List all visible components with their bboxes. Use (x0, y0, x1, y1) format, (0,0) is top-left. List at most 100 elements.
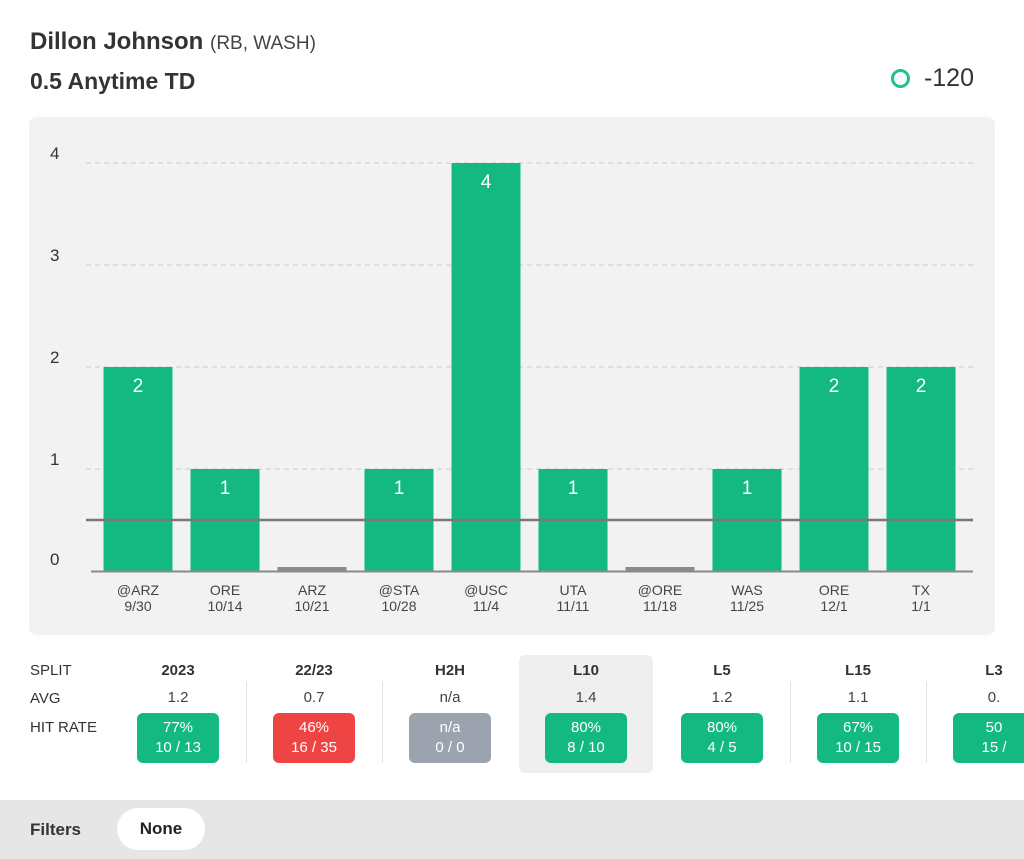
hit-rate-record: 4 / 5 (707, 739, 737, 756)
split-column-l15[interactable]: L15 1.1 67% 10 / 15 (791, 655, 925, 773)
split-avg: 1.2 (167, 689, 189, 706)
y-tick-label: 0 (50, 550, 59, 569)
x-tick-date: 10/28 (381, 598, 416, 614)
column-divider (382, 681, 383, 763)
column-divider (926, 681, 927, 763)
x-tick-opponent: WAS (731, 582, 762, 598)
hit-rate-badge: 80% 4 / 5 (681, 713, 763, 763)
hit-rate-percent: 80% (706, 719, 738, 736)
x-tick-opponent: ORE (819, 582, 849, 598)
hit-rate-percent: n/a (439, 719, 461, 736)
split-avg: 0.7 (303, 689, 325, 706)
split-column-2023[interactable]: 2023 1.2 77% 10 / 13 (111, 655, 245, 773)
bar-chart: 012342@ARZ9/301ORE10/14ARZ10/211@STA10/2… (50, 144, 973, 614)
x-tick-opponent: TX (912, 582, 931, 598)
x-tick-opponent: ORE (210, 582, 240, 598)
split-name: L15 (845, 662, 871, 679)
bar-value-label: 4 (481, 172, 492, 193)
x-tick-date: 1/1 (911, 598, 931, 614)
bar-value-label: 1 (568, 478, 579, 499)
split-avg: 1.4 (575, 689, 597, 706)
x-tick-date: 10/14 (207, 598, 242, 614)
split-column-l10[interactable]: L10 1.4 80% 8 / 10 (519, 655, 653, 773)
x-tick-date: 11/4 (473, 598, 499, 614)
split-column-22-23[interactable]: 22/23 0.7 46% 16 / 35 (247, 655, 381, 773)
hit-rate-percent: 80% (570, 719, 602, 736)
y-tick-label: 2 (50, 348, 59, 367)
hit-rate-percent: 67% (842, 719, 874, 736)
hit-rate-record: 16 / 35 (291, 739, 337, 756)
hit-rate-badge: 77% 10 / 13 (137, 713, 219, 763)
y-tick-label: 1 (50, 450, 59, 469)
bar-value-label: 1 (394, 478, 405, 499)
prop-title: 0.5 Anytime TD (30, 68, 196, 94)
split-avg: 1.1 (847, 689, 869, 706)
x-tick-opponent: ARZ (298, 582, 326, 598)
x-tick-date: 9/30 (124, 598, 151, 614)
x-tick-date: 11/11 (557, 598, 590, 614)
prop-header: Dillon Johnson (RB, WASH) 0.5 Anytime TD (30, 28, 974, 95)
x-tick-date: 11/18 (643, 598, 677, 614)
split-avg: n/a (439, 689, 461, 706)
bar-value-label: 1 (742, 478, 753, 499)
bar-zero[interactable] (625, 567, 695, 571)
y-tick-label: 3 (50, 246, 59, 265)
hit-rate-record: 15 / (981, 739, 1007, 756)
split-name: L10 (573, 662, 599, 679)
row-label-avg: AVG (30, 690, 61, 707)
hit-rate-percent: 46% (298, 719, 330, 736)
x-tick-date: 11/25 (730, 598, 764, 614)
bar-value-label: 1 (220, 478, 231, 499)
bar[interactable] (451, 163, 521, 571)
split-name: 22/23 (295, 662, 333, 679)
hit-rate-record: 10 / 13 (155, 739, 201, 756)
odds-display[interactable]: -120 (890, 64, 974, 93)
column-divider (790, 681, 791, 763)
bar[interactable] (799, 367, 869, 571)
split-column-l3[interactable]: L3 0. 50 15 / (927, 655, 1024, 773)
bar[interactable] (886, 367, 956, 571)
split-name: L3 (985, 662, 1003, 679)
split-avg: 1.2 (711, 689, 733, 706)
split-column-h2h[interactable]: H2H n/a n/a 0 / 0 (383, 655, 517, 773)
hit-rate-badge: 80% 8 / 10 (545, 713, 627, 763)
filters-none-button[interactable]: None (117, 808, 205, 850)
x-tick-opponent: UTA (560, 582, 588, 598)
bar-zero[interactable] (277, 567, 347, 571)
bar-value-label: 2 (133, 376, 144, 397)
x-tick-opponent: @ORE (638, 582, 683, 598)
odds-value: -120 (923, 64, 974, 92)
split-name: L5 (713, 662, 731, 679)
player-name: Dillon Johnson (30, 28, 204, 55)
hit-rate-badge: 46% 16 / 35 (273, 713, 355, 763)
bar[interactable] (103, 367, 173, 571)
row-label-split: SPLIT (30, 662, 72, 679)
row-label-hit-rate: HIT RATE (30, 719, 97, 736)
filters-label: Filters (30, 820, 82, 839)
bar-value-label: 2 (916, 376, 927, 397)
filters-bar: Filters None (0, 800, 1024, 859)
split-name: 2023 (161, 662, 195, 679)
odds-status-icon (890, 69, 910, 88)
hit-rate-record: 10 / 15 (835, 739, 881, 756)
player-title: Dillon Johnson (RB, WASH) (30, 28, 974, 56)
x-tick-opponent: @ARZ (117, 582, 160, 598)
x-tick-opponent: @USC (464, 582, 508, 598)
x-tick-date: 12/1 (820, 598, 847, 614)
split-avg: 0. (987, 689, 1001, 706)
column-divider (246, 681, 247, 763)
hit-rate-percent: 50 (985, 719, 1003, 736)
hit-rate-badge: n/a 0 / 0 (409, 713, 491, 763)
y-tick-label: 4 (50, 144, 59, 163)
game-log-chart: 0 1 2 3 4 2 @ARZ 9/30 1 ORE 10/14 ARZ 10/21 1 @STA 10/2… (29, 117, 995, 635)
player-position-team: (RB, WASH) (210, 33, 316, 54)
split-name: H2H (434, 662, 465, 679)
split-column-l5[interactable]: L5 1.2 80% 4 / 5 (655, 655, 789, 773)
hit-rate-record: 0 / 0 (435, 739, 465, 756)
bar-value-label: 2 (829, 376, 840, 397)
splits-table: SPLIT AVG HIT RATE 2023 1.2 77% 10 / 13 22/2… (0, 655, 1024, 775)
hit-rate-badge: 50 15 / (953, 713, 1024, 763)
hit-rate-record: 8 / 10 (567, 739, 605, 756)
x-tick-date: 10/21 (294, 598, 329, 614)
x-tick-opponent: @STA (379, 582, 420, 598)
